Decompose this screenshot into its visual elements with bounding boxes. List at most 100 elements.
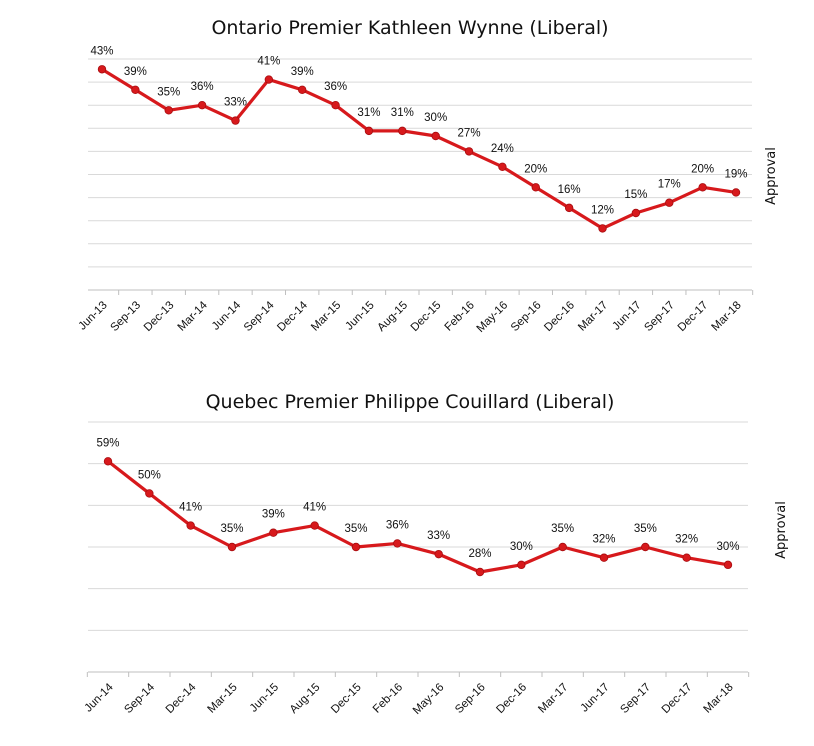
x-tick-label: Jun-14 <box>210 299 244 333</box>
data-point <box>298 85 307 94</box>
data-label: 33% <box>427 530 450 542</box>
chart-title: Ontario Premier Kathleen Wynne (Liberal) <box>211 17 608 39</box>
series-line <box>106 459 730 574</box>
x-tick-label: Mar-15 <box>206 681 240 715</box>
ontario-approval-chart: Ontario Premier Kathleen Wynne (Liberal)… <box>76 17 779 335</box>
x-tick-label: Sep-14 <box>242 299 277 334</box>
x-tick-label: Jun-14 <box>82 681 116 715</box>
data-label: 36% <box>191 81 214 93</box>
data-point <box>164 106 173 115</box>
data-point <box>558 542 567 552</box>
x-tick-label: Dec-15 <box>409 299 444 334</box>
data-point <box>598 224 607 233</box>
data-label: 35% <box>551 523 574 535</box>
data-point <box>631 208 641 218</box>
data-label: 19% <box>724 168 747 180</box>
data-label: 36% <box>324 81 347 93</box>
data-label: 27% <box>458 127 481 139</box>
x-tick-label: Mar-18 <box>702 681 736 715</box>
data-label: 39% <box>291 66 314 78</box>
x-axis <box>86 671 750 677</box>
x-tick-label: Dec-13 <box>142 299 177 334</box>
data-label: 36% <box>386 519 409 531</box>
quebec-approval-chart: Quebec Premier Philippe Couillard (Liber… <box>82 391 789 717</box>
x-tick-labels: Jun-14 Sep-14 Dec-14 Mar-15 Jun-15 Aug-15 Dec-… <box>82 681 735 717</box>
x-tick-label: Jun-17 <box>578 681 611 714</box>
x-tick-label: Mar-17 <box>576 299 610 333</box>
x-tick-label: Dec-17 <box>676 299 711 334</box>
data-point <box>145 489 154 498</box>
x-tick-label: Sep-17 <box>642 299 677 334</box>
data-label: 32% <box>592 534 615 546</box>
gridlines <box>88 58 752 268</box>
data-point <box>731 188 741 197</box>
data-point <box>464 147 474 156</box>
data-point <box>698 183 707 192</box>
data-point <box>186 521 195 530</box>
data-point <box>97 65 107 74</box>
data-label: 43% <box>90 45 113 57</box>
data-label: 39% <box>262 509 285 521</box>
data-point <box>599 553 609 562</box>
data-point <box>431 131 440 141</box>
x-tick-label: Dec-14 <box>275 299 310 334</box>
data-point <box>682 553 691 562</box>
data-label: 30% <box>424 112 447 124</box>
data-label: 24% <box>491 143 514 155</box>
data-label: 28% <box>468 548 491 560</box>
x-tick-label: Mar-14 <box>176 299 211 334</box>
x-tick-label: Dec-14 <box>164 681 199 716</box>
data-point <box>310 521 319 530</box>
x-tick-label: Sep-14 <box>122 681 157 716</box>
data-point <box>331 100 340 110</box>
x-tick-label: Feb-16 <box>443 299 477 333</box>
data-label: 35% <box>220 523 243 535</box>
series-line-path <box>106 459 730 574</box>
data-label: 35% <box>634 523 657 535</box>
data-label: 30% <box>716 541 739 553</box>
x-tick-label: Jun-15 <box>343 299 376 332</box>
x-tick-label: Sep-17 <box>618 681 653 716</box>
x-tick-label: May-16 <box>411 681 447 717</box>
x-tick-label: Jun-13 <box>76 299 109 332</box>
y-axis-label: Approval <box>774 501 789 559</box>
x-axis <box>88 289 754 295</box>
x-tick-label: Aug-15 <box>288 681 323 716</box>
x-tick-label: Jun-15 <box>248 681 281 714</box>
data-point <box>264 75 274 84</box>
data-point <box>197 100 207 110</box>
x-tick-label: Dec-15 <box>329 681 364 716</box>
data-labels: 59% 50% 41% 35% 39% 41% 35% 36% 33% 28% 30% 35% 32% 3… <box>96 437 739 560</box>
x-tick-label: Sep-13 <box>108 299 143 334</box>
series-line <box>100 67 738 230</box>
data-label: 33% <box>224 97 247 109</box>
data-label: 16% <box>558 184 581 196</box>
x-tick-label: Mar-15 <box>309 299 343 333</box>
data-label: 31% <box>391 107 414 119</box>
data-point <box>475 567 485 577</box>
data-point <box>531 183 540 192</box>
data-point <box>269 528 278 537</box>
data-label: 12% <box>591 204 614 216</box>
data-point <box>665 198 674 207</box>
data-label: 41% <box>303 502 326 514</box>
data-point <box>564 203 574 213</box>
x-tick-label: Mar-17 <box>536 681 570 715</box>
data-point <box>498 162 507 171</box>
data-label: 20% <box>524 163 547 175</box>
data-point <box>103 457 113 466</box>
data-label: 20% <box>691 163 714 175</box>
x-tick-label: Aug-15 <box>375 299 410 334</box>
x-tick-label: Jun-17 <box>610 299 643 332</box>
data-point <box>231 116 240 125</box>
x-tick-label: Dec-17 <box>660 681 695 716</box>
data-point <box>398 126 407 136</box>
data-label: 41% <box>257 56 280 68</box>
data-point <box>723 560 733 570</box>
x-tick-label: Feb-16 <box>371 681 405 715</box>
x-tick-label: May-16 <box>475 299 511 335</box>
data-label: 39% <box>124 66 147 78</box>
chart-title: Quebec Premier Philippe Couillard (Liber… <box>206 391 615 413</box>
